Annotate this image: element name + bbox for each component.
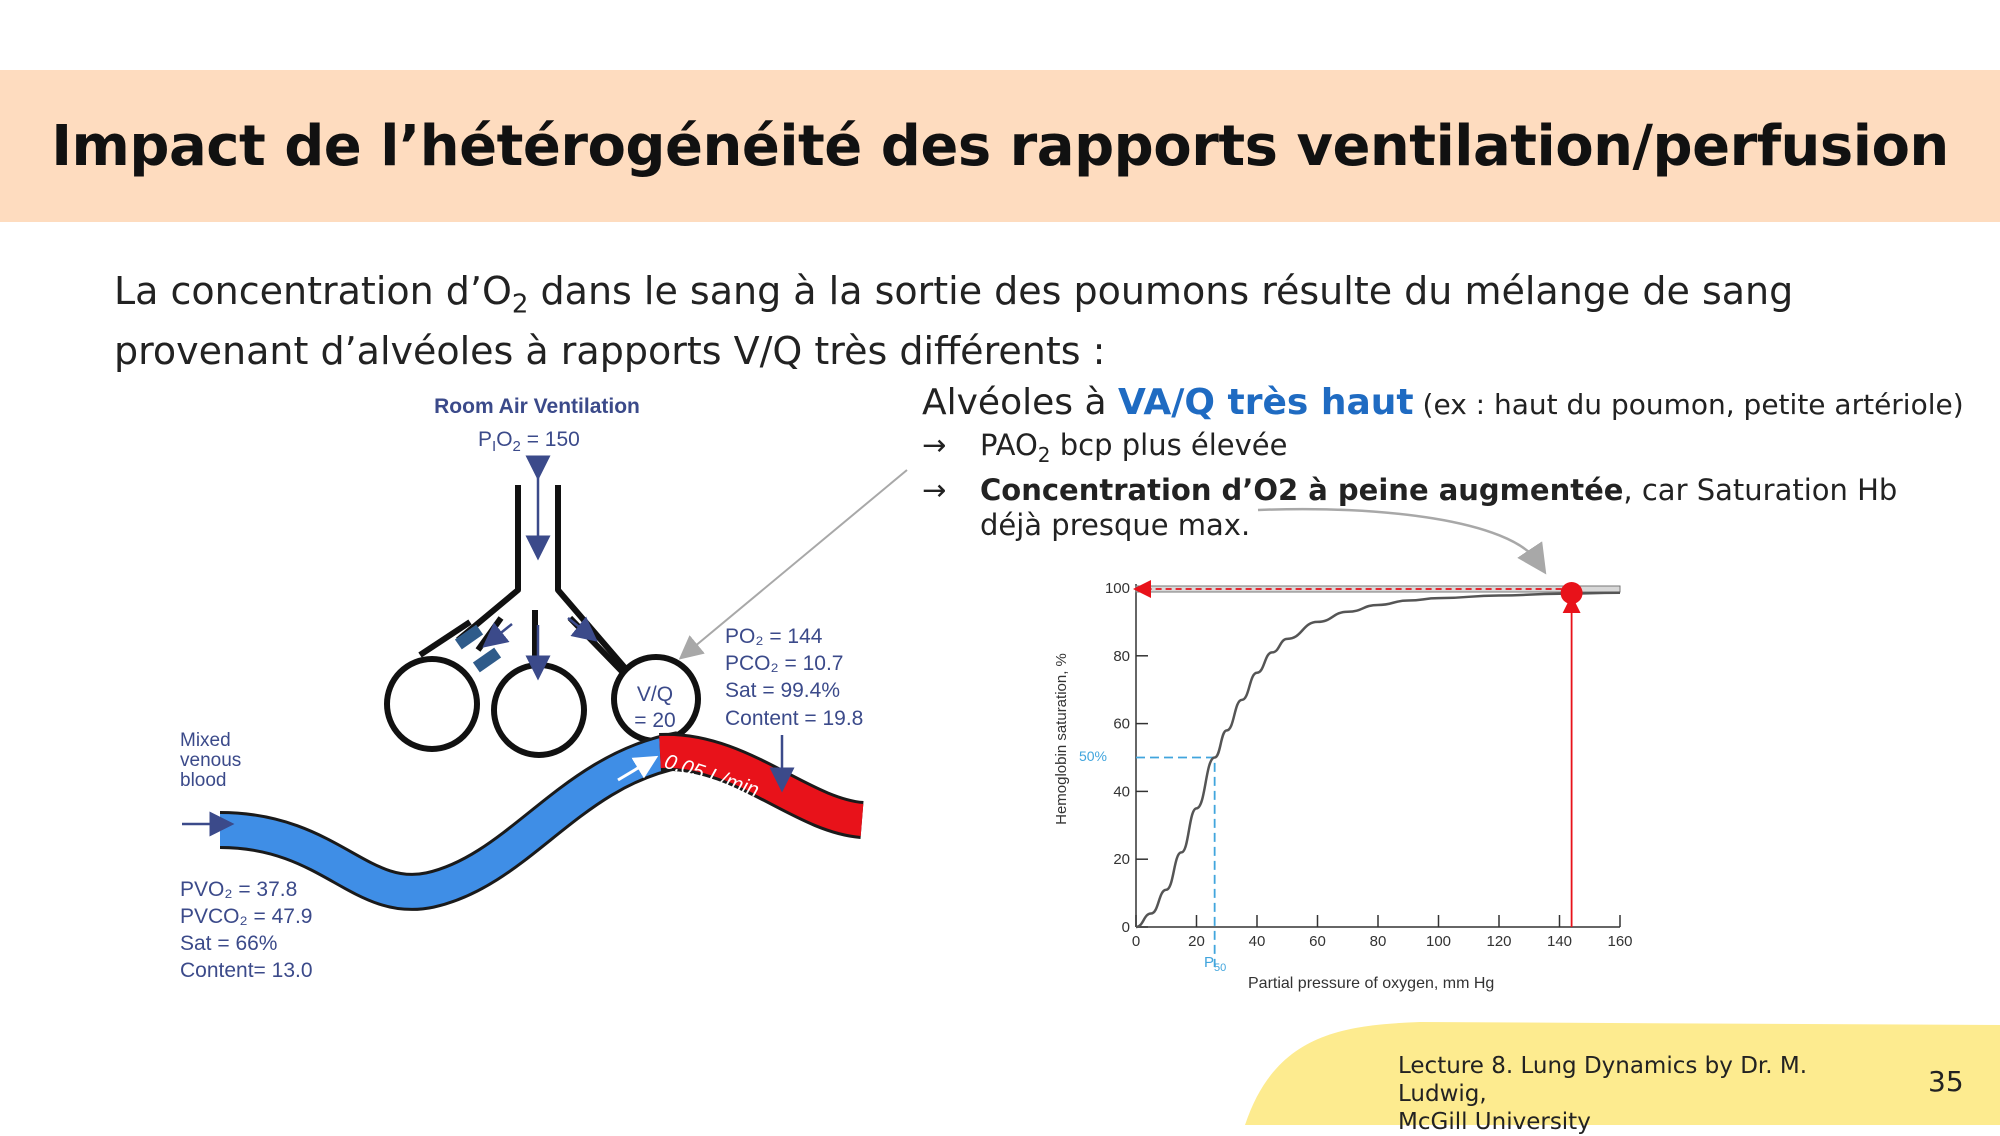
intro-paragraph: La concentration d’O2 dans le sang à la …	[114, 268, 1894, 374]
alveoles-note: (ex : haut du poumon, petite artériole)	[1413, 388, 1964, 421]
bullet-1-b: bcp plus élevée	[1050, 428, 1288, 462]
intro-part1: La concentration d’O	[114, 269, 512, 313]
bullet-2-text: Concentration d’O2 à peine augmentée, ca…	[980, 473, 1897, 508]
bullet-2-rest: , car Saturation Hb	[1623, 472, 1898, 507]
alveoles-bullets: → PAO2 bcp plus élevée → Concentration d…	[922, 428, 1922, 543]
alveoles-prefix: Alvéoles à	[922, 382, 1118, 423]
footer-line-2: McGill University	[1398, 1109, 1591, 1135]
alveoles-highlight: VA/Q très haut	[1117, 382, 1414, 423]
alveoles-heading: Alvéoles à VA/Q très haut (ex : haut du …	[922, 382, 1982, 423]
title-band: Impact de l’hétérogénéité des rapports v…	[0, 70, 2000, 222]
bullet-1-a: PAO	[980, 428, 1038, 462]
bullet-1-text: PAO2 bcp plus élevée	[980, 428, 1288, 473]
bullet-2-bold: Concentration d’O2 à peine augmentée	[980, 472, 1624, 507]
footer-citation: Lecture 8. Lung Dynamics by Dr. M. Ludwi…	[1398, 1052, 1898, 1136]
bullet-2-continuation: déjà presque max.	[980, 507, 1251, 542]
bullet-1-sub: 2	[1037, 442, 1051, 467]
bullet-2: → Concentration d’O2 à peine augmentée, …	[922, 473, 1922, 508]
arrow-right-icon: →	[922, 472, 947, 507]
page-number: 35	[1928, 1065, 1964, 1098]
intro-part2: dans le sang à la sortie des poumons rés…	[114, 269, 1794, 373]
footer-line-1: Lecture 8. Lung Dynamics by Dr. M. Ludwi…	[1398, 1053, 1808, 1107]
intro-sub: 2	[511, 289, 529, 320]
bullet-1: → PAO2 bcp plus élevée	[922, 428, 1922, 473]
arrow-right-icon: →	[922, 428, 947, 462]
slide-title: Impact de l’hétérogénéité des rapports v…	[51, 113, 1949, 179]
